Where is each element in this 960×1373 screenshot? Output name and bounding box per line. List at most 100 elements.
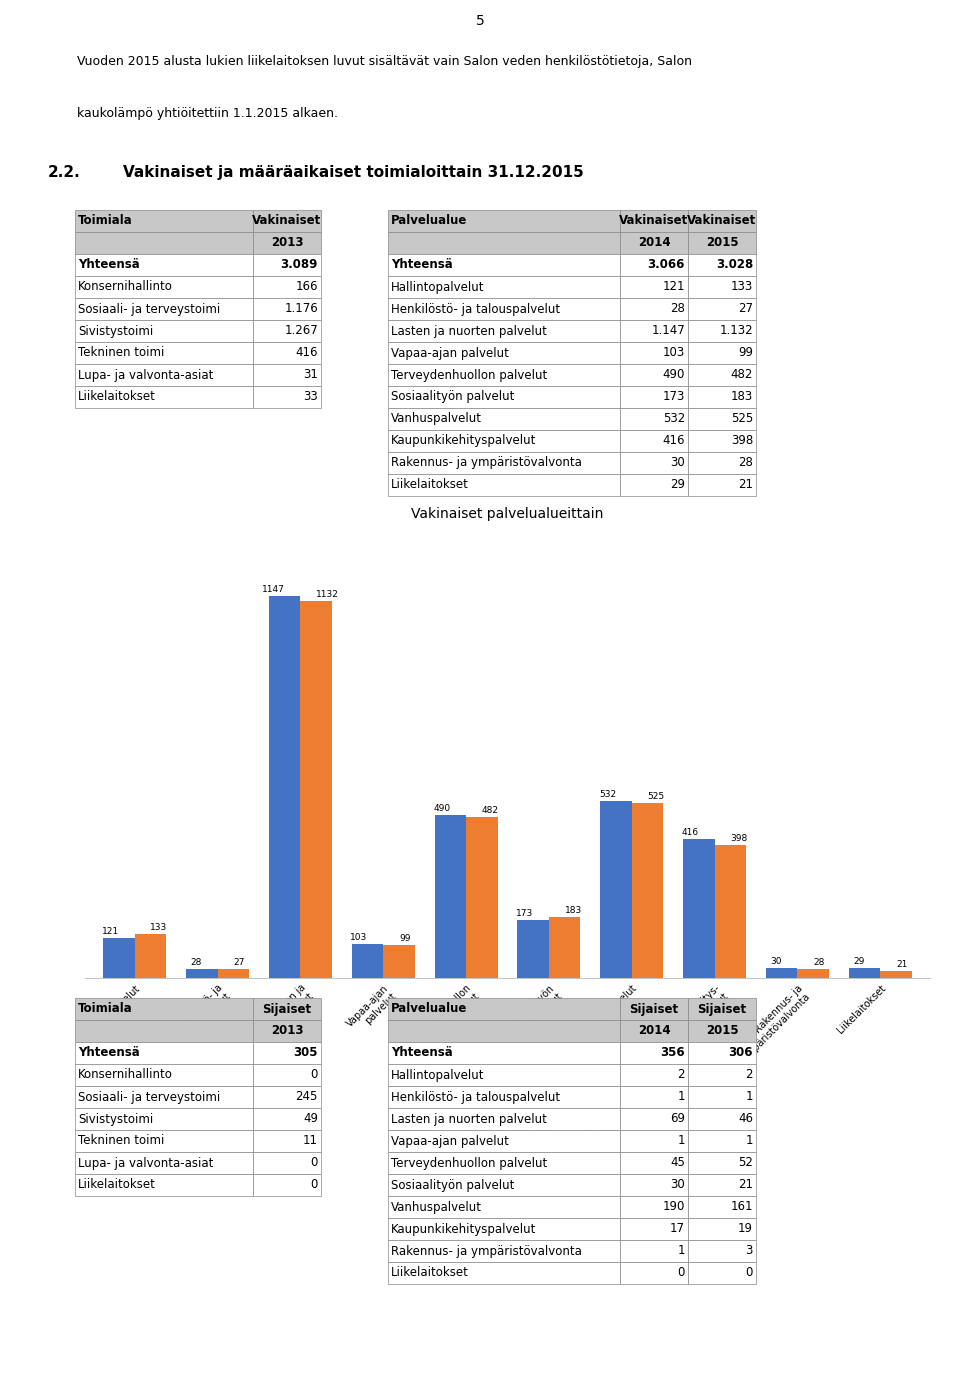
Text: 416: 416 (682, 828, 699, 838)
Bar (688, 254, 756, 276)
Bar (620, 298, 688, 320)
Text: Toimiala: Toimiala (78, 214, 132, 228)
Bar (620, 1196, 688, 1218)
Text: 183: 183 (731, 390, 753, 404)
Bar (388, 1174, 620, 1196)
Bar (75, 1086, 253, 1108)
Text: 2: 2 (678, 1068, 685, 1082)
Bar (388, 210, 620, 232)
Bar (388, 364, 620, 386)
Text: Lasten ja nuorten palvelut: Lasten ja nuorten palvelut (391, 324, 547, 338)
Bar (620, 254, 688, 276)
Bar (688, 1262, 756, 1284)
Bar (75, 998, 253, 1020)
Bar (620, 1152, 688, 1174)
Bar (620, 232, 688, 254)
Bar (388, 1108, 620, 1130)
Text: 190: 190 (662, 1200, 685, 1214)
Bar (253, 342, 321, 364)
Bar (688, 320, 756, 342)
Text: kaukolämpö yhtiöitettiin 1.1.2015 alkaen.: kaukolämpö yhtiöitettiin 1.1.2015 alkaen… (77, 107, 338, 119)
Text: 0: 0 (746, 1266, 753, 1280)
Bar (75, 364, 253, 386)
Text: Konsernihallinto: Konsernihallinto (78, 280, 173, 294)
Text: Vakinaiset palvelualueittain: Vakinaiset palvelualueittain (411, 507, 604, 520)
Text: 11: 11 (303, 1134, 318, 1148)
Bar (388, 320, 620, 342)
Bar (388, 276, 620, 298)
Bar (620, 1262, 688, 1284)
Bar (620, 1108, 688, 1130)
Bar (388, 298, 620, 320)
Bar (620, 320, 688, 342)
Text: 356: 356 (660, 1046, 685, 1060)
Bar (75, 1108, 253, 1130)
Text: 28: 28 (738, 456, 753, 470)
Bar (688, 1020, 756, 1042)
Text: 490: 490 (662, 368, 685, 382)
Bar (688, 408, 756, 430)
Text: 532: 532 (599, 789, 616, 799)
Text: 69: 69 (670, 1112, 685, 1126)
Bar (388, 1196, 620, 1218)
Text: 166: 166 (296, 280, 318, 294)
Text: Liikelaitokset: Liikelaitokset (391, 1266, 468, 1280)
Bar (300, 600, 332, 978)
Bar (688, 430, 756, 452)
Text: 28: 28 (190, 957, 202, 967)
Text: 30: 30 (670, 456, 685, 470)
Text: 1.267: 1.267 (284, 324, 318, 338)
Text: Kaupunkikehityspalvelut: Kaupunkikehityspalvelut (391, 434, 537, 448)
Bar (688, 998, 756, 1020)
Text: Lupa- ja valvonta-asiat: Lupa- ja valvonta-asiat (78, 1156, 213, 1170)
Bar (253, 386, 321, 408)
Bar (688, 210, 756, 232)
Bar (620, 1064, 688, 1086)
Bar (253, 232, 321, 254)
Text: 398: 398 (731, 835, 748, 843)
Text: Vuoden 2015 alusta lukien liikelaitoksen luvut sisältävät vain Salon veden henki: Vuoden 2015 alusta lukien liikelaitoksen… (77, 55, 692, 67)
Bar (388, 386, 620, 408)
Text: 28: 28 (813, 957, 825, 967)
Text: Palvelualue: Palvelualue (391, 1002, 468, 1016)
Text: 0: 0 (311, 1178, 318, 1192)
Text: Vapaa-ajan palvelut: Vapaa-ajan palvelut (391, 346, 509, 360)
Text: 2015: 2015 (706, 236, 738, 250)
Text: 525: 525 (731, 412, 753, 426)
Text: Lupa- ja valvonta-asiat: Lupa- ja valvonta-asiat (78, 368, 213, 382)
Text: 133: 133 (731, 280, 753, 294)
Bar (75, 1130, 253, 1152)
Text: Rakennus- ja ympäristövalvonta: Rakennus- ja ympäristövalvonta (391, 456, 582, 470)
Text: 121: 121 (662, 280, 685, 294)
Bar (688, 1218, 756, 1240)
Text: 3: 3 (746, 1244, 753, 1258)
Bar (620, 276, 688, 298)
Bar (388, 1042, 620, 1064)
Text: 21: 21 (896, 960, 907, 969)
Text: 490: 490 (433, 803, 450, 813)
Bar (253, 276, 321, 298)
Text: 29: 29 (670, 479, 685, 492)
Bar (688, 364, 756, 386)
Text: 103: 103 (350, 932, 368, 942)
Bar (75, 276, 253, 298)
Text: Vakinaiset: Vakinaiset (619, 214, 688, 228)
Text: 2: 2 (746, 1068, 753, 1082)
Bar (104, 938, 134, 978)
Text: 30: 30 (670, 1178, 685, 1192)
Text: 2013: 2013 (271, 236, 303, 250)
Bar (688, 1152, 756, 1174)
Bar (517, 920, 549, 978)
Bar (688, 232, 756, 254)
Text: Sivistystoimi: Sivistystoimi (78, 324, 154, 338)
Text: Terveydenhuollon palvelut: Terveydenhuollon palvelut (391, 368, 547, 382)
Bar (388, 1086, 620, 1108)
Text: Yhteensä: Yhteensä (78, 1046, 140, 1060)
Bar (714, 846, 746, 978)
Bar (766, 968, 798, 978)
Text: 1: 1 (678, 1244, 685, 1258)
Text: 0: 0 (311, 1156, 318, 1170)
Bar (388, 998, 620, 1020)
Bar (388, 342, 620, 364)
Bar (75, 320, 253, 342)
